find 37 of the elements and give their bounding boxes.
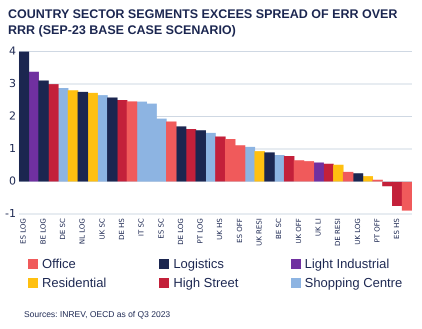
bar bbox=[18, 52, 30, 182]
bar bbox=[78, 92, 88, 182]
y-tick-label: 2 bbox=[8, 109, 16, 122]
y-tick-label: 4 bbox=[8, 44, 16, 58]
source-note: Sources: INREV, OECD as of Q3 2023 bbox=[24, 309, 170, 319]
bar bbox=[254, 151, 265, 182]
bar bbox=[48, 84, 59, 182]
legend-label: Light Industrial bbox=[304, 256, 390, 271]
bar bbox=[196, 130, 206, 182]
y-tick-label: 0 bbox=[8, 174, 16, 188]
legend-label: Logistics bbox=[173, 256, 224, 271]
bar bbox=[284, 156, 294, 182]
bar bbox=[215, 136, 226, 182]
bar bbox=[333, 164, 344, 182]
legend-label: Shopping Centre bbox=[304, 275, 402, 290]
bar bbox=[352, 173, 364, 182]
chart-title: COUNTRY SECTOR SEGMENTS EXCEES SPREAD OF ERR OVER RRR (SEP-23 BASE CASE SCENARIO) bbox=[7, 6, 398, 39]
bar bbox=[264, 152, 275, 182]
legend-label: Office bbox=[42, 256, 76, 271]
y-tick-label: 3 bbox=[8, 76, 16, 90]
bar bbox=[68, 90, 78, 182]
y-tick-label: -1 bbox=[5, 207, 16, 220]
legend-label: Residential bbox=[42, 275, 106, 290]
bar bbox=[166, 122, 177, 182]
legend-label: High Street bbox=[173, 275, 238, 290]
bar bbox=[313, 162, 324, 182]
bar bbox=[402, 182, 412, 211]
bar bbox=[87, 92, 98, 182]
bar bbox=[362, 176, 374, 182]
bar bbox=[126, 101, 138, 182]
bar bbox=[28, 72, 39, 182]
y-tick-label: 1 bbox=[8, 142, 16, 155]
bar bbox=[342, 172, 354, 182]
bar bbox=[38, 80, 49, 182]
bar bbox=[58, 88, 68, 182]
bar bbox=[107, 97, 118, 182]
bar bbox=[176, 126, 186, 182]
